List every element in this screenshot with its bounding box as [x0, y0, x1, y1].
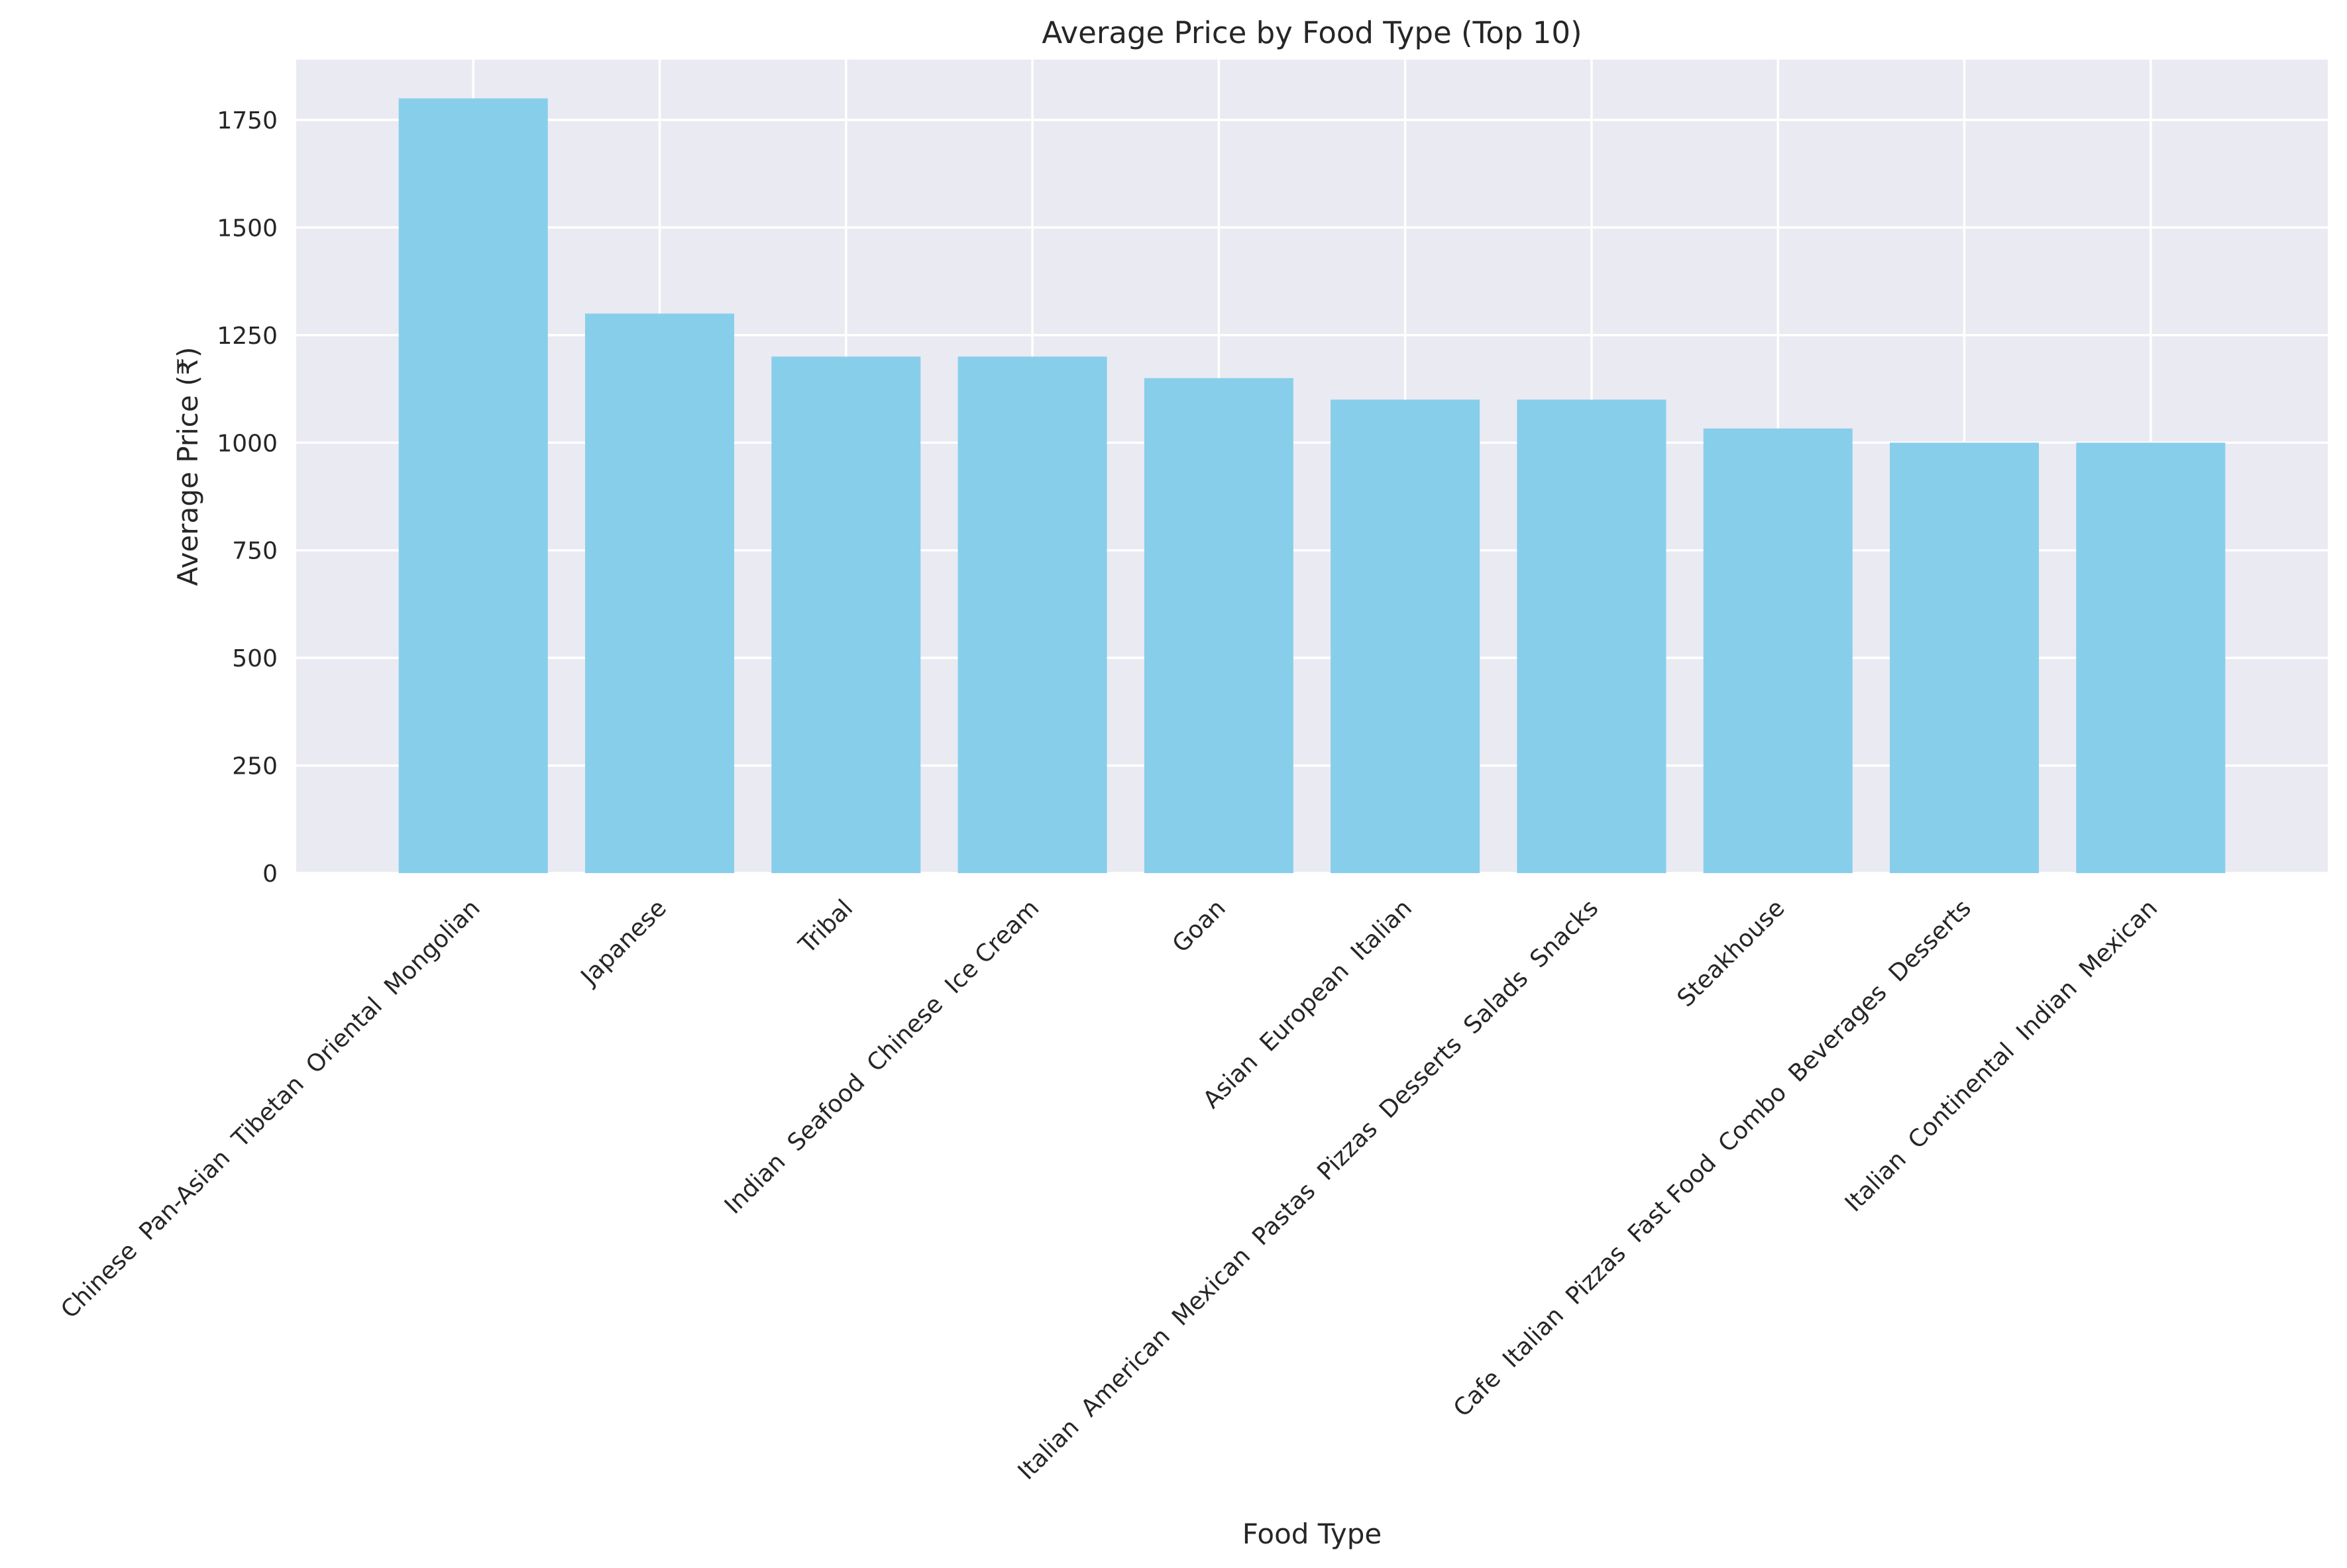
bar [1517, 399, 1666, 873]
chart-title: Average Price by Food Type (Top 10) [1042, 15, 1582, 50]
y-tick-label: 250 [232, 753, 278, 780]
bar [1331, 399, 1480, 873]
y-tick-label: 1500 [217, 215, 278, 242]
y-tick-label: 500 [232, 645, 278, 672]
x-tick-label: Goan [1168, 894, 1231, 958]
y-tick-label: 1250 [217, 323, 278, 350]
x-tick-label: Japanese [575, 894, 672, 991]
x-tick-label: Chinese Pan-Asian Tibetan Oriental Mongo… [56, 894, 485, 1324]
x-tick-label: Tribal [793, 894, 858, 959]
x-tick-label: Italian Continental Indian Mexican [1840, 894, 2163, 1217]
bar [398, 98, 548, 873]
x-tick-labels: Chinese Pan-Asian Tibetan Oriental Mongo… [56, 894, 2163, 1485]
bar [1889, 443, 2040, 873]
bar [584, 313, 735, 874]
bars [398, 98, 2226, 874]
x-tick-label: Asian European Italian [1198, 894, 1417, 1114]
y-tick-labels: 0 250 500 750 1000 1250 1500 1750 [217, 107, 278, 888]
bar [1144, 378, 1293, 873]
bar [957, 356, 1107, 873]
x-axis-label: Food Type [1242, 1518, 1382, 1550]
y-tick-label: 1000 [217, 430, 278, 457]
y-tick-label: 750 [232, 538, 278, 565]
x-tick-label: Indian Seafood Chinese Ice Cream [720, 894, 1045, 1220]
bar [1703, 428, 1853, 873]
x-tick-label: Italian American Mexican Pastas Pizzas D… [1013, 894, 1604, 1485]
y-tick-label: 1750 [217, 107, 278, 134]
y-tick-label: 0 [262, 861, 278, 888]
x-tick-label: Steakhouse [1672, 894, 1790, 1012]
bar [771, 356, 921, 873]
bar [2076, 443, 2226, 873]
y-axis-label: Average Price (₹) [172, 346, 204, 586]
